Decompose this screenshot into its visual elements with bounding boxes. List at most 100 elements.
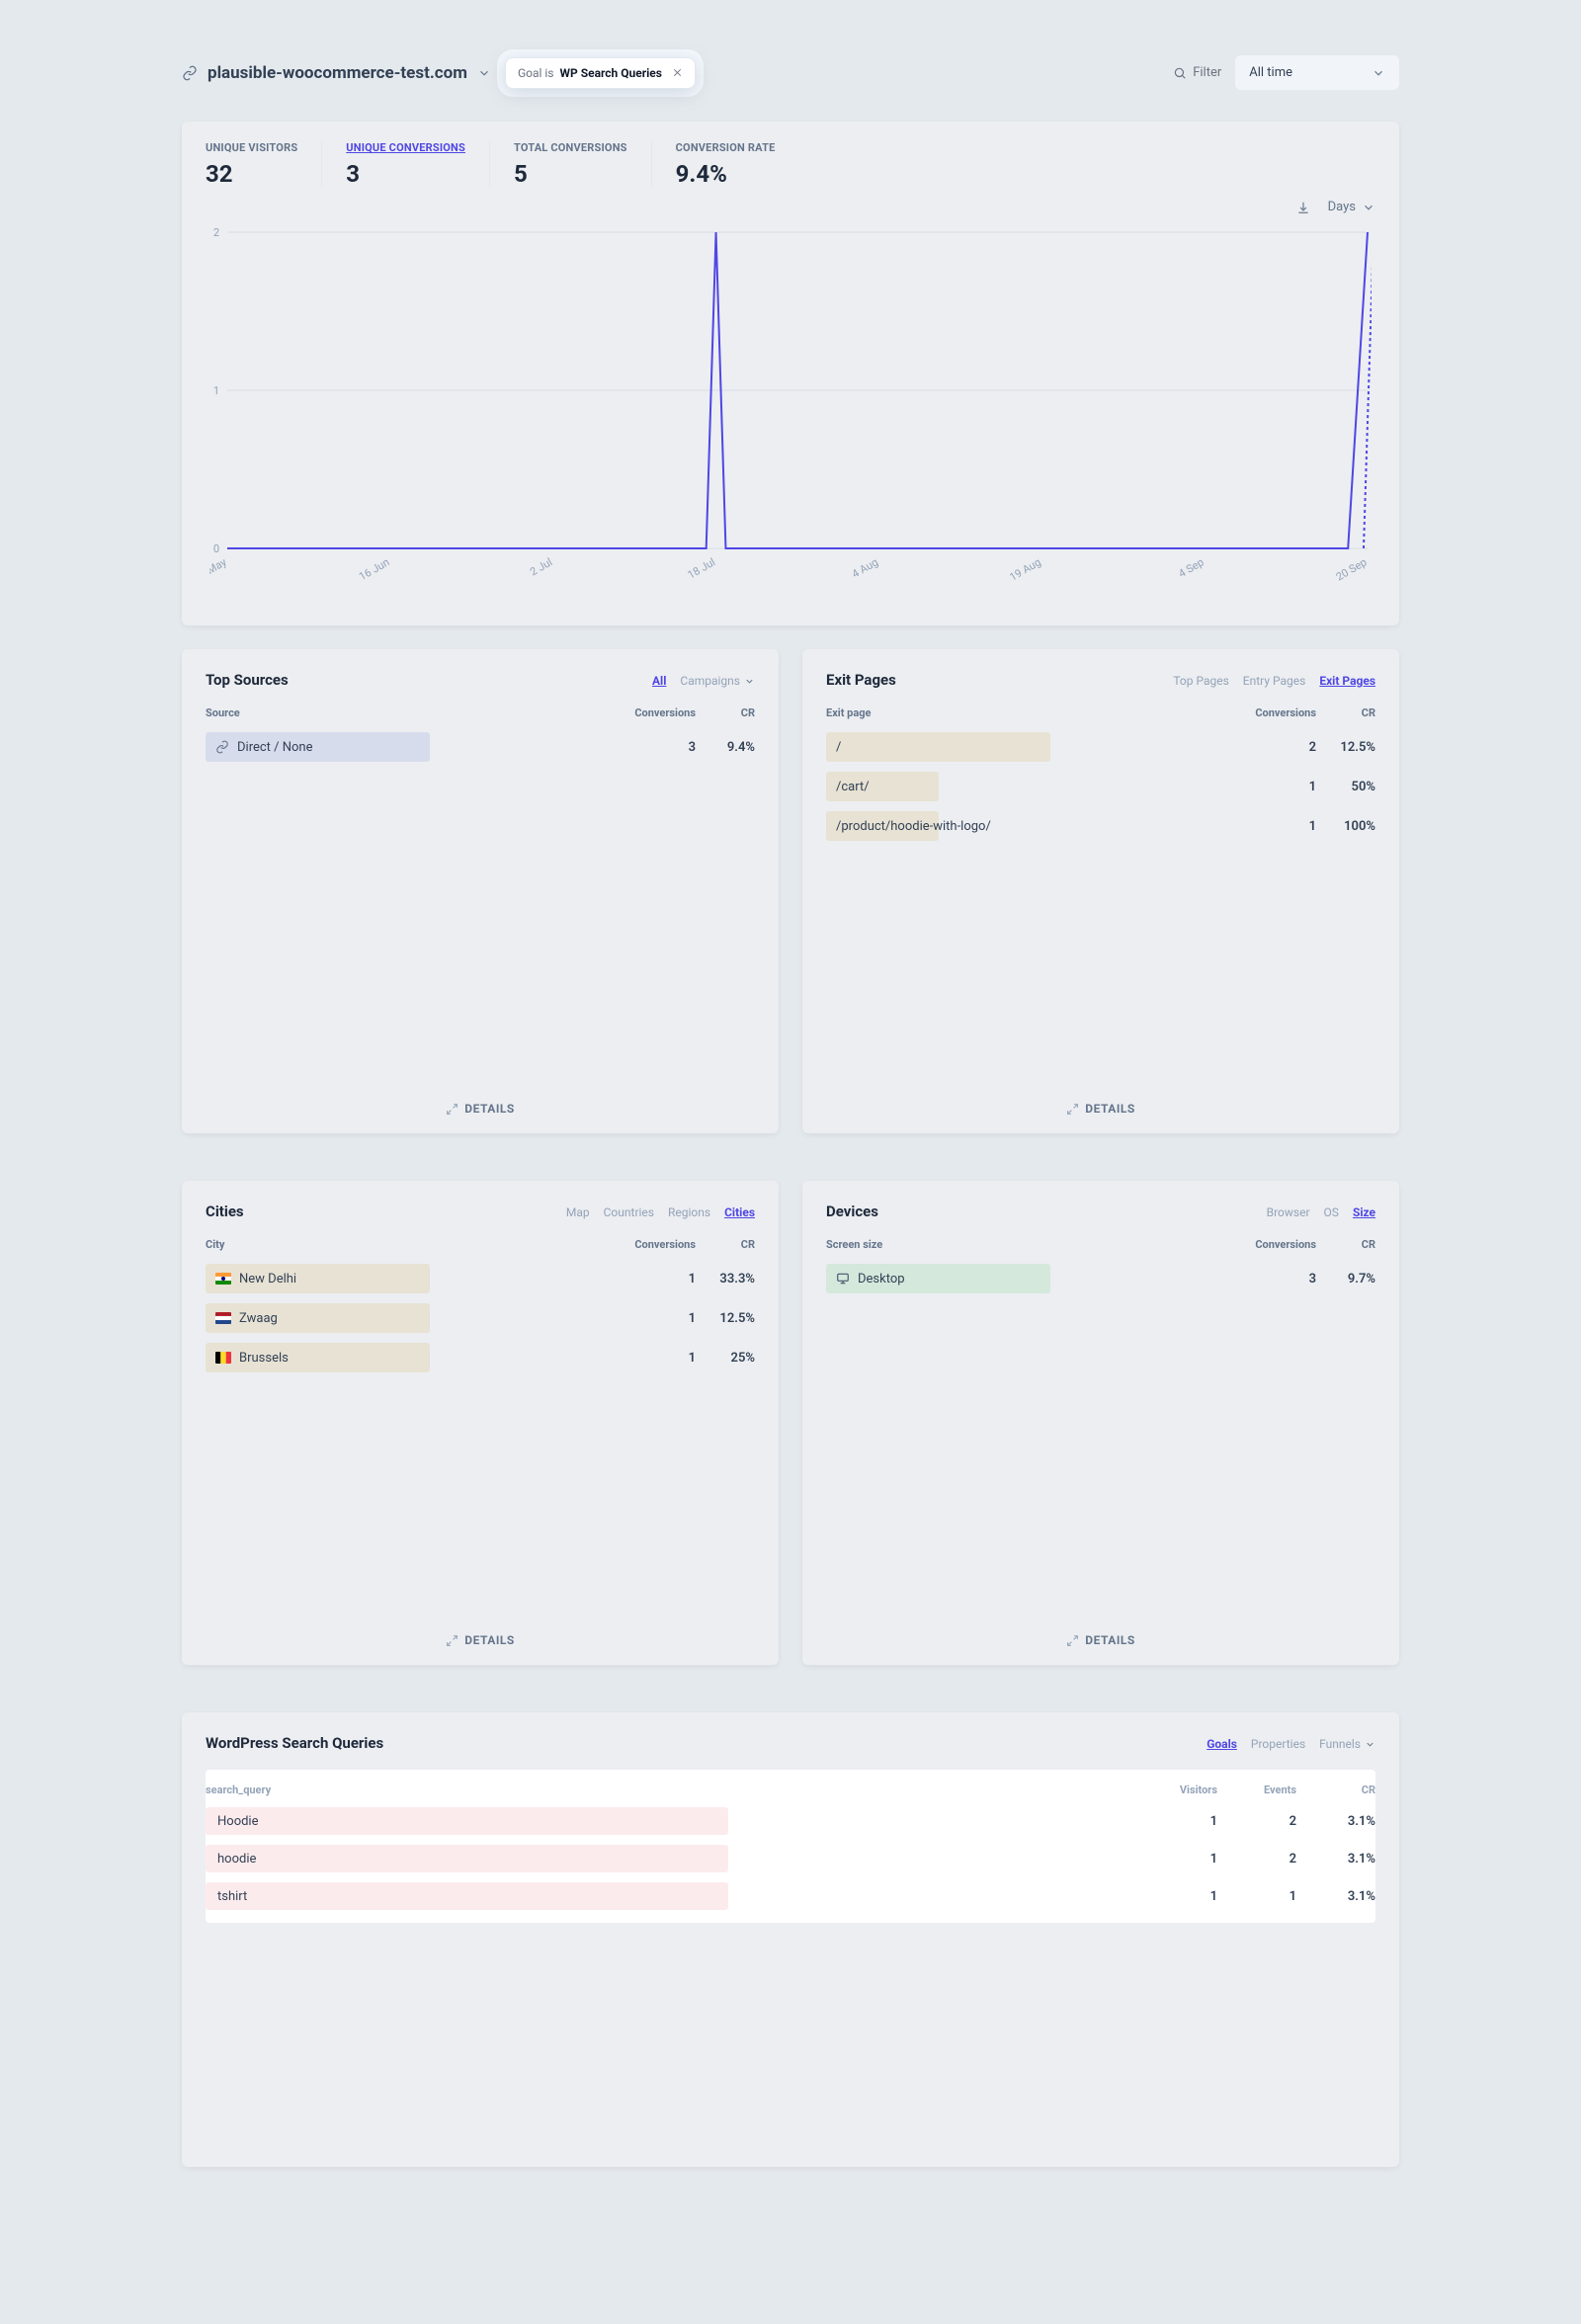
col-header: City	[206, 1238, 607, 1251]
kpi-item[interactable]: TOTAL CONVERSIONS 5	[490, 141, 652, 188]
details-button[interactable]: DETAILS	[206, 1621, 755, 1647]
download-button[interactable]	[1296, 200, 1310, 214]
kpi-value: 3	[346, 160, 465, 188]
svg-text:1: 1	[213, 384, 219, 397]
row-conversions: 1	[607, 1311, 696, 1326]
kpi-value: 5	[514, 160, 627, 188]
row-label: /cart/	[836, 780, 870, 794]
row-cr: 12.5%	[696, 1311, 755, 1326]
close-icon[interactable]	[672, 67, 683, 78]
tab-properties[interactable]: Properties	[1251, 1737, 1305, 1751]
site-picker[interactable]: plausible-woocommerce-test.com	[182, 63, 491, 83]
row-cr: 3.1%	[1296, 1814, 1375, 1829]
kpi-value: 9.4%	[676, 160, 776, 188]
tab-os[interactable]: OS	[1324, 1205, 1339, 1219]
col-header: Conversions	[1227, 1238, 1316, 1251]
details-button[interactable]: DETAILS	[826, 1621, 1375, 1647]
site-name: plausible-woocommerce-test.com	[208, 63, 467, 83]
row-conversions: 3	[1227, 1272, 1316, 1286]
row-label: Brussels	[239, 1351, 289, 1366]
table-row[interactable]: Direct / None 3 9.4%	[206, 727, 755, 767]
col-header: Source	[206, 706, 607, 719]
svg-text:31 May: 31 May	[209, 555, 229, 585]
row-label: Hoodie	[206, 1814, 259, 1829]
flag-icon	[215, 1312, 231, 1324]
tab-top pages[interactable]: Top Pages	[1173, 674, 1228, 688]
tab-browser[interactable]: Browser	[1267, 1205, 1310, 1219]
tab-goals[interactable]: Goals	[1207, 1737, 1237, 1751]
kpi-item[interactable]: UNIQUE VISITORS 32	[182, 141, 322, 188]
col-header: CR	[1316, 1238, 1375, 1251]
link-icon	[182, 65, 198, 81]
active-filter-pill[interactable]: Goal is WP Search Queries	[505, 57, 696, 89]
table-row[interactable]: /cart/ 1 50%	[826, 767, 1375, 806]
table-row[interactable]: Zwaag 1 12.5%	[206, 1298, 755, 1338]
svg-text:2: 2	[213, 226, 219, 239]
row-cr: 3.1%	[1296, 1889, 1375, 1904]
kpi-row: UNIQUE VISITORS 32UNIQUE CONVERSIONS 3TO…	[182, 122, 1399, 200]
tab-size[interactable]: Size	[1353, 1205, 1375, 1219]
row-label: Direct / None	[237, 740, 313, 755]
expand-icon	[1066, 1103, 1079, 1116]
tab-entry pages[interactable]: Entry Pages	[1243, 674, 1306, 688]
svg-text:16 Jun: 16 Jun	[357, 555, 391, 583]
chevron-down-icon	[1362, 201, 1375, 214]
expand-icon	[446, 1634, 458, 1647]
table-row[interactable]: Brussels 1 25%	[206, 1338, 755, 1377]
link-icon	[215, 740, 229, 754]
svg-text:20 Sep: 20 Sep	[1334, 555, 1370, 583]
card-title: Cities	[206, 1203, 244, 1220]
tab-cities[interactable]: Cities	[724, 1205, 755, 1219]
row-label: Desktop	[858, 1272, 905, 1286]
details-button[interactable]: DETAILS	[206, 1090, 755, 1116]
filter-button[interactable]: Filter	[1173, 65, 1221, 80]
card-title: Top Sources	[206, 671, 289, 689]
date-range-picker[interactable]: All time	[1235, 55, 1399, 90]
table-row[interactable]: tshirt 1 1 3.1%	[206, 1877, 1375, 1915]
row-cr: 50%	[1316, 780, 1375, 794]
tab-map[interactable]: Map	[566, 1205, 590, 1219]
row-events: 1	[1217, 1889, 1296, 1904]
row-cr: 25%	[696, 1351, 755, 1366]
goals-card: WordPress Search Queries Goals Properties…	[182, 1712, 1399, 2167]
interval-picker[interactable]: Days	[1328, 200, 1375, 214]
table-row[interactable]: hoodie 1 2 3.1%	[206, 1840, 1375, 1877]
row-cr: 3.1%	[1296, 1852, 1375, 1867]
table-row[interactable]: Hoodie 1 2 3.1%	[206, 1802, 1375, 1840]
row-visitors: 1	[1138, 1814, 1217, 1829]
tab-regions[interactable]: Regions	[668, 1205, 710, 1219]
kpi-item[interactable]: UNIQUE CONVERSIONS 3	[322, 141, 490, 188]
kpi-item[interactable]: CONVERSION RATE 9.4%	[652, 141, 799, 188]
card-title: WordPress Search Queries	[206, 1734, 383, 1752]
kpi-label: TOTAL CONVERSIONS	[514, 141, 627, 154]
row-conversions: 2	[1227, 740, 1316, 755]
chevron-down-icon	[1365, 1739, 1375, 1750]
chevron-down-icon	[1372, 66, 1385, 80]
row-label: /product/hoodie-with-logo/	[836, 819, 991, 834]
tab-funnels[interactable]: Funnels	[1319, 1737, 1375, 1751]
search-icon	[1173, 66, 1187, 80]
row-conversions: 3	[607, 740, 696, 755]
row-label: tshirt	[206, 1889, 247, 1904]
main-chart-card: UNIQUE VISITORS 32UNIQUE CONVERSIONS 3TO…	[182, 122, 1399, 625]
chevron-down-icon	[744, 676, 755, 687]
download-icon	[1296, 201, 1310, 214]
line-chart: 01231 May16 Jun2 Jul18 Jul4 Aug19 Aug4 S…	[209, 222, 1372, 598]
row-cr: 33.3%	[696, 1272, 755, 1286]
table-row[interactable]: /product/hoodie-with-logo/ 1 100%	[826, 806, 1375, 846]
details-button[interactable]: DETAILS	[826, 1090, 1375, 1116]
kpi-label: CONVERSION RATE	[676, 141, 776, 154]
table-row[interactable]: New Delhi 1 33.3%	[206, 1259, 755, 1298]
filter-pill-prefix: Goal is	[518, 66, 554, 80]
row-visitors: 1	[1138, 1852, 1217, 1867]
tab-all[interactable]: All	[652, 674, 666, 688]
tab-countries[interactable]: Countries	[604, 1205, 654, 1219]
tab-exit pages[interactable]: Exit Pages	[1319, 674, 1375, 688]
table-row[interactable]: / 2 12.5%	[826, 727, 1375, 767]
tab-campaigns[interactable]: Campaigns	[680, 674, 755, 688]
row-label: hoodie	[206, 1852, 256, 1867]
svg-text:19 Aug: 19 Aug	[1007, 555, 1042, 583]
table-row[interactable]: Desktop 3 9.7%	[826, 1259, 1375, 1298]
devices-card: Devices BrowserOSSize Screen size Conver…	[802, 1181, 1399, 1665]
expand-icon	[1066, 1634, 1079, 1647]
